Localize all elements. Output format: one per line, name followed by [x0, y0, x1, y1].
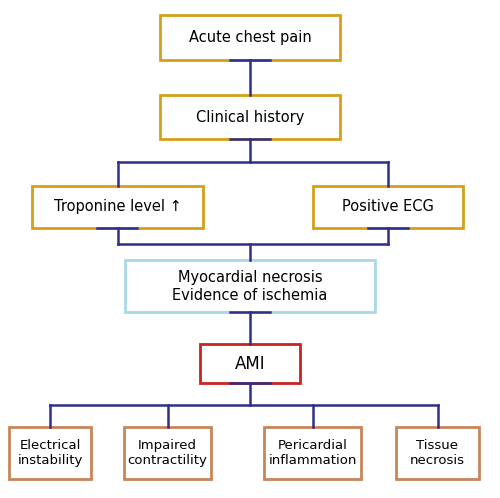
- Text: Clinical history: Clinical history: [196, 110, 304, 124]
- FancyBboxPatch shape: [9, 427, 91, 479]
- Text: Tissue
necrosis: Tissue necrosis: [410, 439, 465, 467]
- Text: Myocardial necrosis
Evidence of ischemia: Myocardial necrosis Evidence of ischemia: [172, 270, 328, 303]
- FancyBboxPatch shape: [124, 427, 211, 479]
- Text: Troponine level ↑: Troponine level ↑: [54, 199, 182, 214]
- FancyBboxPatch shape: [264, 427, 361, 479]
- FancyBboxPatch shape: [312, 186, 462, 228]
- FancyBboxPatch shape: [160, 95, 340, 139]
- Text: Acute chest pain: Acute chest pain: [188, 30, 312, 45]
- FancyBboxPatch shape: [160, 15, 340, 60]
- FancyBboxPatch shape: [32, 186, 202, 228]
- Text: Impaired
contractility: Impaired contractility: [128, 439, 208, 467]
- Text: AMI: AMI: [234, 355, 266, 373]
- Text: Electrical
instability: Electrical instability: [18, 439, 82, 467]
- FancyBboxPatch shape: [200, 344, 300, 383]
- FancyBboxPatch shape: [396, 427, 479, 479]
- Text: Pericardial
inflammation: Pericardial inflammation: [268, 439, 356, 467]
- FancyBboxPatch shape: [125, 260, 375, 313]
- Text: Positive ECG: Positive ECG: [342, 199, 434, 214]
